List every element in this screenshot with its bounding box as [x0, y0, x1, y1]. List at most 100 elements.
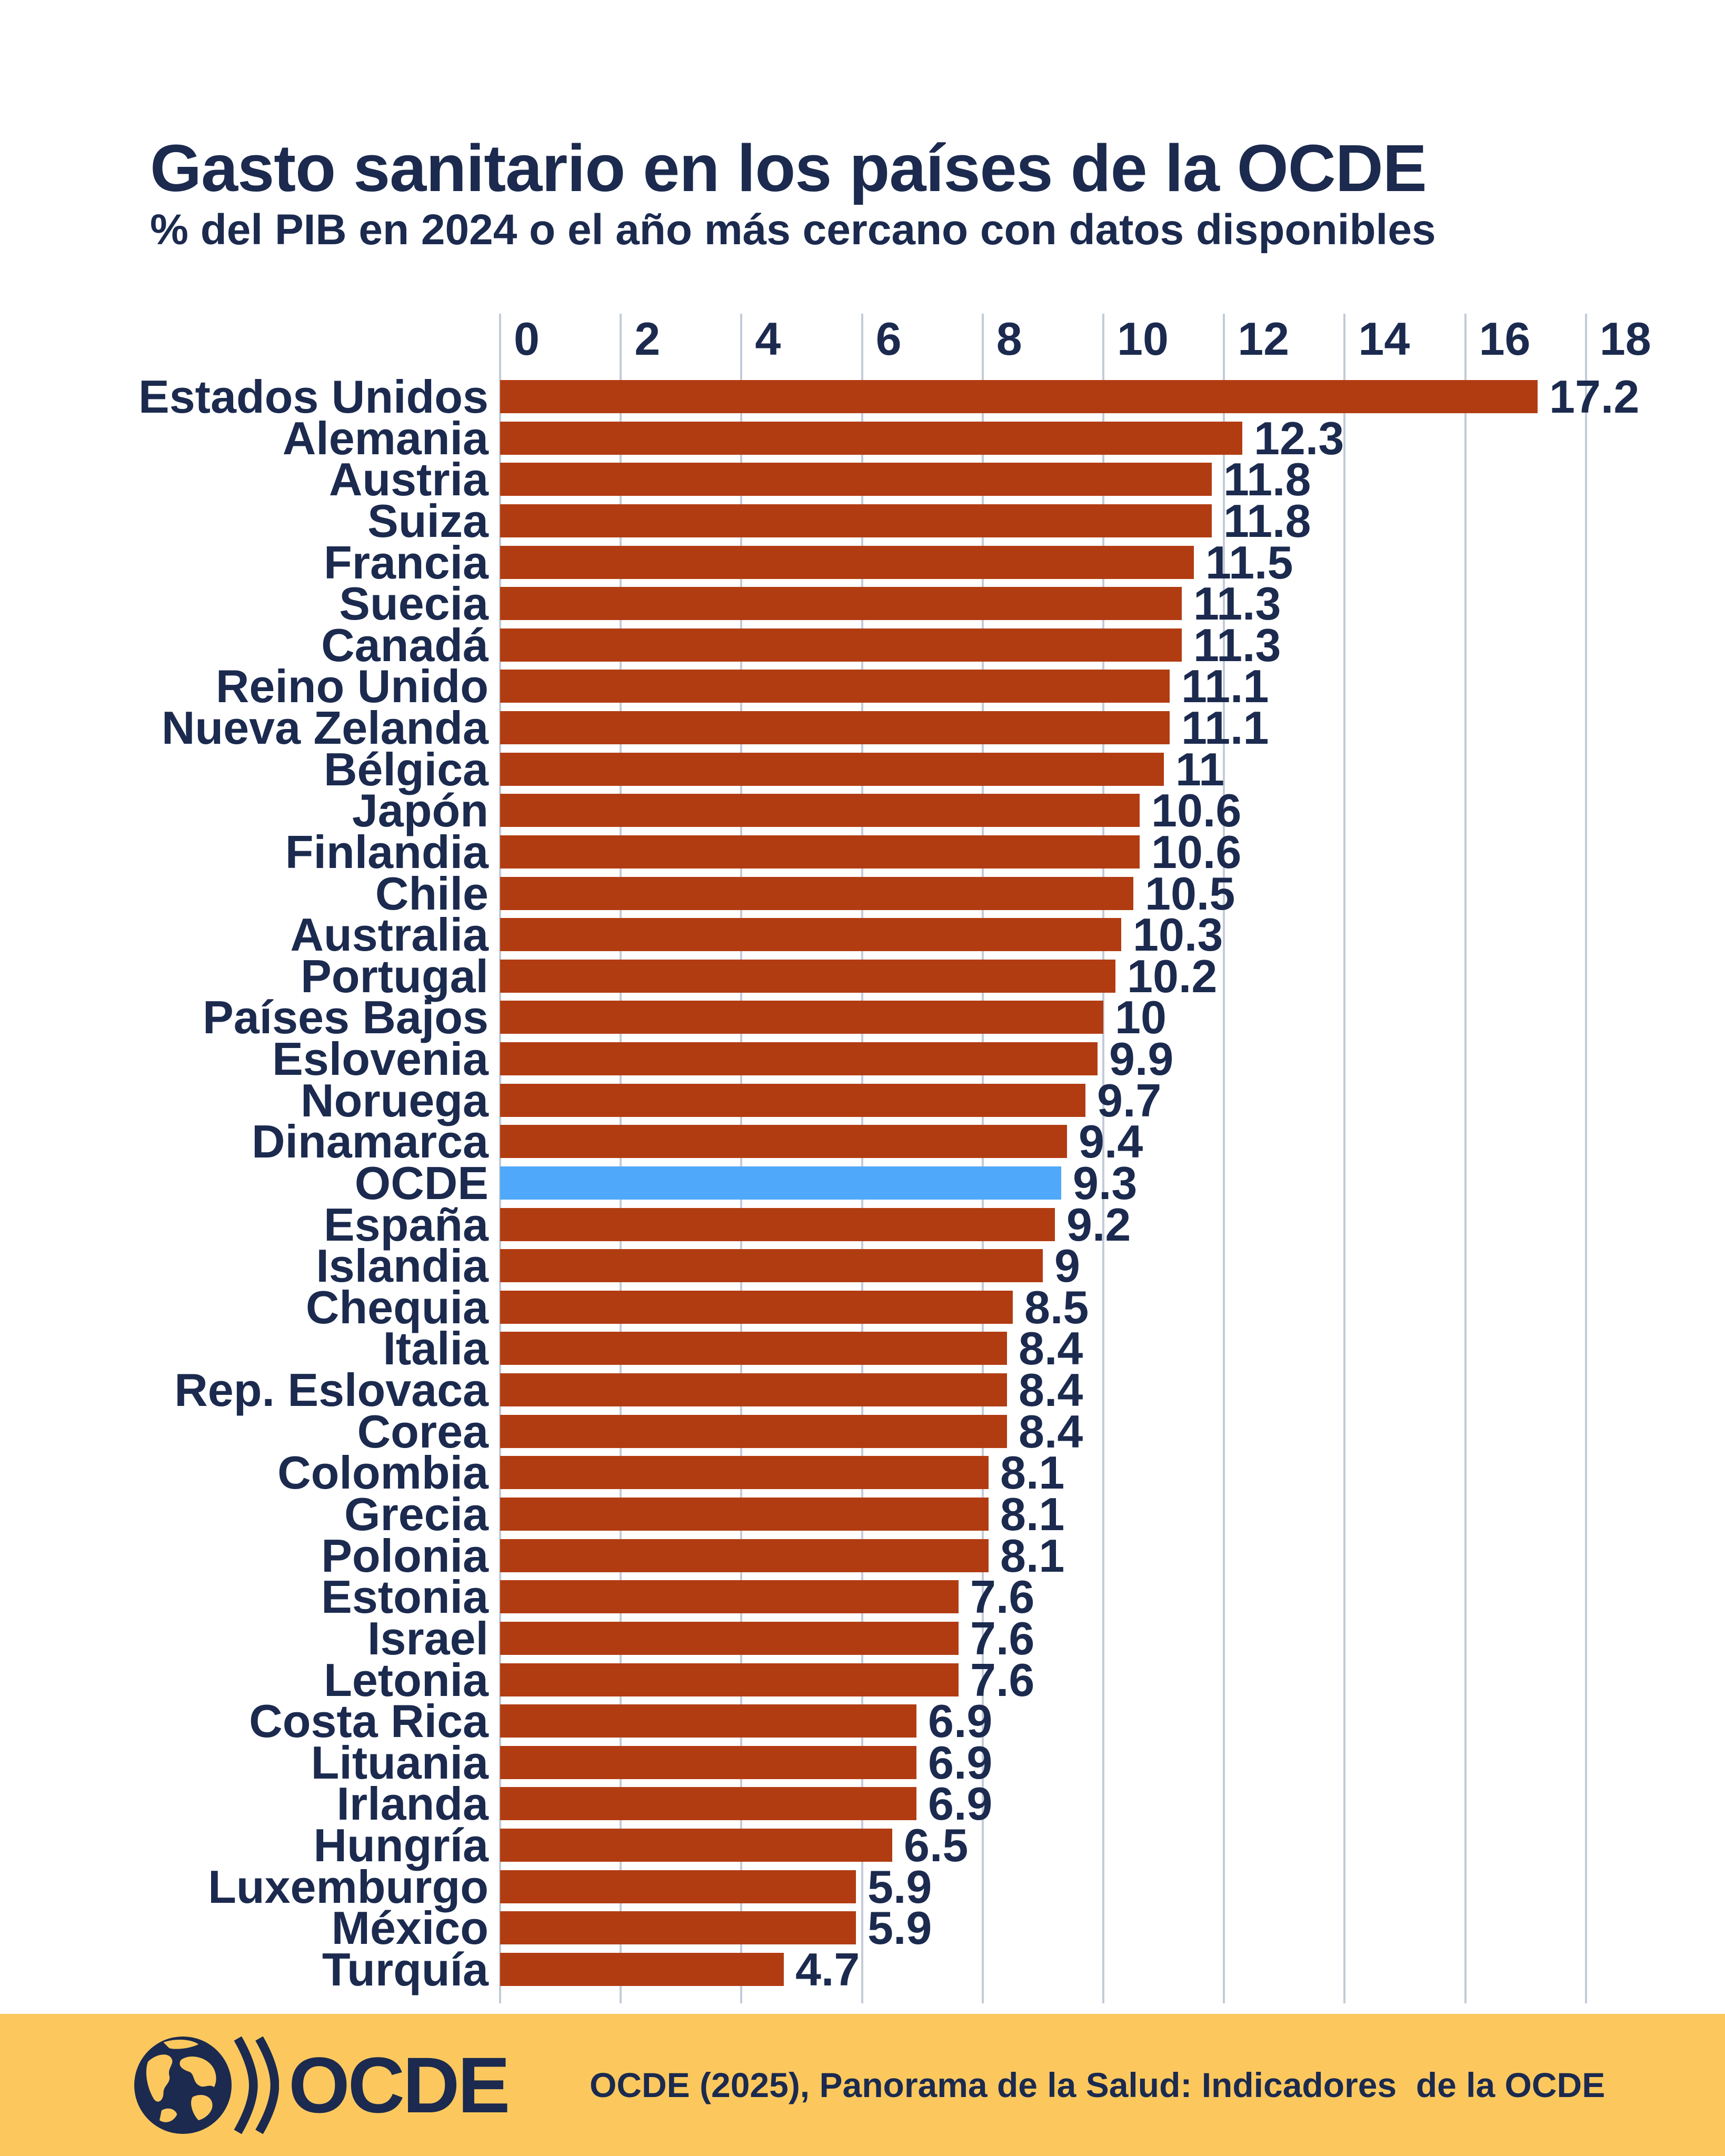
country-label: Chequia	[305, 1281, 488, 1333]
bar-espana	[500, 1208, 1055, 1241]
value-label: 11.3	[1193, 619, 1281, 671]
country-label: Reino Unido	[215, 660, 488, 712]
chevrons-icon	[234, 2036, 279, 2134]
country-label: Australia	[290, 909, 488, 961]
bar-irlanda	[500, 1787, 916, 1820]
value-label: 6.5	[904, 1819, 969, 1871]
country-label: México	[331, 1902, 488, 1954]
country-label: Luxemburgo	[208, 1861, 488, 1913]
country-label: OCDE	[354, 1157, 488, 1209]
ocde-logo: OCDE	[134, 2036, 510, 2134]
bar-italia	[500, 1332, 1007, 1365]
bar-nueva-zelanda	[500, 711, 1170, 744]
country-label: Japón	[352, 784, 488, 836]
value-label: 5.9	[868, 1861, 932, 1913]
country-label: Finlandia	[285, 826, 488, 878]
country-label: Colombia	[277, 1446, 488, 1499]
bar-polonia	[500, 1539, 989, 1572]
country-label: Bélgica	[323, 743, 488, 795]
bar-costa-rica	[500, 1704, 916, 1738]
country-label: Israel	[367, 1612, 488, 1664]
country-label: Turquía	[322, 1943, 488, 1995]
value-label: 6.9	[928, 1695, 993, 1747]
value-label: 9.7	[1097, 1074, 1162, 1126]
bar-mexico	[500, 1911, 856, 1944]
country-label: Lituania	[311, 1736, 488, 1789]
bar-lituania	[500, 1746, 916, 1779]
bar-corea	[500, 1415, 1007, 1448]
axis-tick-label: 14	[1358, 313, 1410, 365]
bar-rep-eslovaca	[500, 1373, 1007, 1406]
axis-tick-label: 4	[755, 313, 781, 365]
country-label: Islandia	[316, 1240, 488, 1292]
gridline	[981, 314, 984, 2003]
bar-canada	[500, 628, 1182, 662]
country-label: España	[323, 1199, 488, 1251]
value-label: 10.3	[1133, 909, 1223, 961]
country-label: Grecia	[344, 1488, 488, 1540]
value-label: 11.1	[1181, 660, 1269, 712]
bar-estonia	[500, 1580, 959, 1613]
value-label: 10.5	[1145, 867, 1235, 920]
axis-tick-label: 2	[634, 313, 661, 365]
value-label: 5.9	[868, 1902, 932, 1954]
country-label: Letonia	[324, 1654, 488, 1706]
country-label: Noruega	[301, 1074, 488, 1126]
bar-colombia	[500, 1456, 989, 1489]
gridline	[620, 314, 622, 2003]
bar-dinamarca	[500, 1125, 1067, 1158]
value-label: 4.7	[795, 1943, 860, 1995]
value-label: 11.5	[1205, 536, 1293, 588]
bar-belgica	[500, 753, 1164, 786]
value-label: 9	[1054, 1240, 1080, 1292]
gridline	[499, 314, 501, 2003]
gridline	[1102, 314, 1104, 2003]
value-label: 8.4	[1019, 1322, 1083, 1374]
gridline	[1223, 314, 1225, 2003]
value-label: 7.6	[970, 1654, 1035, 1706]
ocde-logo-text: OCDE	[288, 2041, 510, 2129]
country-label: Eslovenia	[272, 1033, 488, 1085]
bar-paises-bajos	[500, 1001, 1103, 1034]
value-label: 11.8	[1223, 495, 1311, 547]
value-label: 8.5	[1024, 1281, 1089, 1333]
value-label: 11.3	[1193, 577, 1281, 630]
value-label: 9.9	[1109, 1033, 1174, 1085]
bar-luxemburgo	[500, 1870, 856, 1903]
bar-estados-unidos	[500, 380, 1538, 413]
country-label: Canadá	[321, 619, 488, 671]
value-label: 9.2	[1066, 1199, 1131, 1251]
country-label: Dinamarca	[251, 1115, 488, 1167]
value-label: 11	[1175, 743, 1225, 795]
page-title: Gasto sanitario en los países de la OCDE	[150, 131, 1427, 206]
bar-austria	[500, 463, 1212, 496]
bar-ocde	[500, 1166, 1061, 1200]
gridline	[1464, 314, 1467, 2003]
axis-tick-label: 12	[1238, 313, 1290, 365]
value-label: 6.9	[928, 1778, 993, 1830]
value-label: 17.2	[1549, 371, 1640, 423]
country-label: Francia	[323, 536, 488, 588]
value-label: 7.6	[970, 1612, 1035, 1664]
value-label: 10.6	[1151, 826, 1242, 878]
value-label: 9.3	[1073, 1157, 1138, 1209]
value-label: 11.8	[1223, 453, 1311, 505]
value-label: 8.4	[1019, 1405, 1083, 1458]
bar-suiza	[500, 504, 1212, 537]
country-label: Suiza	[367, 495, 488, 547]
bar-turquia	[500, 1953, 784, 1986]
country-label: Italia	[383, 1322, 488, 1374]
bar-israel	[500, 1622, 959, 1655]
bar-eslovenia	[500, 1042, 1098, 1075]
gridline	[1343, 314, 1346, 2003]
value-label: 10	[1115, 991, 1166, 1043]
bar-francia	[500, 546, 1194, 579]
country-label: Países Bajos	[203, 991, 488, 1043]
value-label: 8.1	[1000, 1530, 1065, 1582]
value-label: 6.9	[928, 1736, 993, 1789]
value-label: 7.6	[970, 1571, 1035, 1623]
country-label: Nueva Zelanda	[161, 702, 488, 754]
axis-tick-label: 8	[996, 313, 1022, 365]
axis-tick-label: 18	[1599, 313, 1651, 365]
value-label: 8.1	[1000, 1488, 1065, 1540]
